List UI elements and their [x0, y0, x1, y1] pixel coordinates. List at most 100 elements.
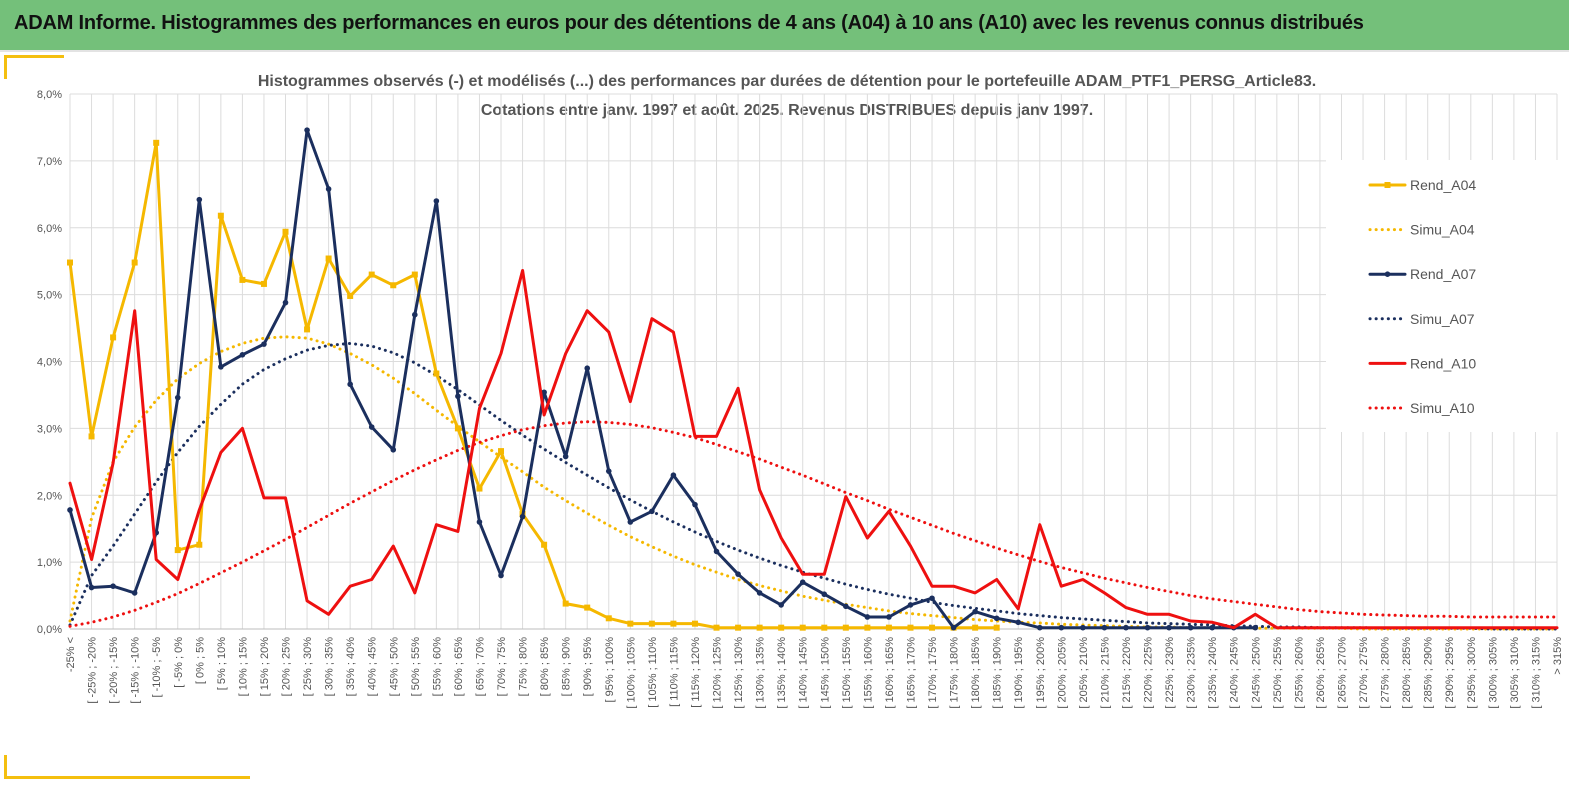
data-point	[411, 271, 418, 278]
legend-label-Rend_A04: Rend_A04	[1410, 177, 1476, 193]
series-line-Rend_A07	[68, 128, 1257, 630]
data-point	[627, 620, 634, 627]
chart-title-line-1: Histogrammes observés (-) et modélisés (…	[258, 73, 1316, 90]
x-tick-label: [ 75% ; 80%	[518, 637, 530, 697]
legend: Rend_A04 Simu_A04 Rend_A07 Simu_A07 Rend_A10…	[1326, 160, 1558, 432]
data-point	[390, 446, 397, 453]
x-tick-label: [ 150% ; 155%	[841, 637, 853, 709]
x-tick-label: [ 270% ; 275%	[1358, 637, 1370, 709]
data-point	[584, 365, 591, 371]
data-point	[1080, 624, 1086, 631]
legend-label-Simu_A07: Simu_A07	[1410, 311, 1475, 327]
x-tick-label: [ 170% ; 175%	[927, 637, 939, 709]
data-point	[519, 513, 526, 520]
data-point	[347, 381, 353, 388]
x-tick-label: [ 215% ; 220%	[1121, 637, 1133, 709]
x-tick-label: [ 55% ; 60%	[431, 637, 443, 697]
data-point	[325, 186, 332, 192]
y-tick-label: 2,0%	[37, 490, 62, 502]
data-point	[778, 624, 785, 631]
series-line-Simu_A07	[68, 341, 1559, 631]
banner-title: ADAM Informe. Histogrammes des performan…	[14, 12, 1364, 34]
x-tick-label: [ 250% ; 255%	[1272, 637, 1284, 709]
data-point	[993, 615, 1000, 622]
x-tick-label: [ 205% ; 210%	[1078, 637, 1090, 709]
x-tick-label: [ 255% ; 260%	[1293, 637, 1305, 709]
data-point	[691, 620, 698, 627]
y-tick-label: 3,0%	[37, 423, 62, 435]
data-point	[433, 198, 440, 204]
series-Simu_A10	[68, 420, 1559, 628]
x-tick-label: [ 65% ; 70%	[474, 637, 486, 697]
y-tick-label: 8,0%	[37, 89, 62, 101]
x-tick-label: [ -15% ; -10%	[130, 637, 142, 704]
data-point	[131, 259, 138, 266]
x-tick-label: [ 130% ; 135%	[755, 637, 767, 709]
data-point	[196, 541, 203, 548]
series-line-Rend_A10	[68, 269, 1559, 630]
y-tick-label: 7,0%	[37, 156, 62, 168]
x-tick-label: [ 305% ; 310%	[1509, 637, 1521, 709]
data-point	[174, 547, 181, 554]
x-tick-label: [ 285% ; 290%	[1423, 637, 1435, 709]
x-tick-label: [ 155% ; 160%	[862, 637, 874, 709]
x-tick-label: [ 120% ; 125%	[712, 637, 724, 709]
x-tick-label: [ 40% ; 45%	[367, 637, 379, 697]
data-point	[1123, 624, 1129, 631]
data-point	[907, 624, 914, 631]
x-tick-label: [ 25% ; 30%	[302, 637, 314, 697]
data-point	[476, 485, 483, 492]
x-tick-label: [ 295% ; 300%	[1466, 637, 1478, 709]
data-point	[412, 311, 418, 318]
data-point	[929, 595, 935, 602]
frame-accent-bottom-left	[4, 755, 7, 779]
y-tick-label: 5,0%	[37, 290, 62, 302]
data-point	[821, 624, 828, 631]
data-point	[174, 394, 181, 401]
x-tick-label: [ 10% ; 15%	[237, 637, 249, 697]
y-axis: 0,0% 1,0% 2,0% 3,0% 4,0% 5,0% 6,0% 7,0% 8,0%	[37, 89, 62, 636]
data-point	[218, 364, 224, 370]
x-tick-label: [ -5% ; 0%	[173, 637, 185, 688]
data-point	[282, 228, 289, 235]
data-point	[433, 370, 440, 377]
data-point	[347, 292, 354, 299]
x-tick-label: [ 265% ; 270%	[1336, 637, 1348, 709]
data-point	[735, 624, 742, 631]
data-point	[972, 624, 979, 631]
x-tick-label: [ 125% ; 130%	[733, 637, 745, 709]
x-tick-label: [ 20% ; 25%	[281, 637, 293, 697]
data-point	[67, 259, 73, 266]
x-tick-label: [ 235% ; 240%	[1207, 637, 1219, 709]
x-tick-label: [ 275% ; 280%	[1380, 637, 1392, 709]
data-point	[476, 519, 483, 525]
data-point	[131, 590, 138, 596]
x-tick-label: [ 90% ; 95%	[582, 637, 594, 697]
x-tick-label: [ 60% ; 65%	[453, 637, 465, 697]
data-point	[1144, 624, 1151, 631]
x-tick-label: [ 30% ; 35%	[324, 637, 336, 697]
data-point	[562, 600, 569, 607]
x-tick-label: [ -25% ; -20%	[87, 637, 99, 704]
data-point	[88, 584, 95, 591]
series-Simu_A07	[68, 341, 1559, 631]
data-point	[1058, 624, 1065, 631]
x-tick-label: [ 185% ; 190%	[992, 637, 1004, 709]
x-tick-label: [ 175% ; 180%	[949, 637, 961, 709]
data-point	[627, 519, 634, 525]
x-tick-label: [ 240% ; 245%	[1229, 637, 1241, 709]
data-point	[88, 433, 95, 440]
data-point	[239, 352, 246, 358]
frame-accent-left	[4, 55, 7, 79]
data-point	[1187, 624, 1194, 631]
x-tick-label: > 315%	[1552, 637, 1564, 675]
legend-label-Simu_A10: Simu_A10	[1410, 400, 1475, 416]
x-tick-label: [ 210% ; 215%	[1099, 637, 1111, 709]
data-point	[972, 608, 978, 615]
x-tick-label: [ 80% ; 85%	[539, 637, 551, 697]
data-point	[454, 425, 461, 432]
x-tick-label: [ 160% ; 165%	[884, 637, 896, 709]
data-point	[993, 624, 1000, 631]
data-point	[929, 624, 936, 631]
x-tick-label: [ 95% ; 100%	[604, 637, 616, 703]
